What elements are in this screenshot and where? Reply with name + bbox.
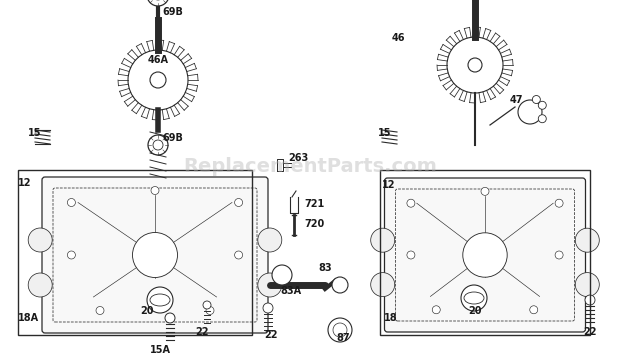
Circle shape: [328, 318, 352, 342]
Text: 12: 12: [18, 178, 32, 188]
Circle shape: [147, 0, 169, 6]
Text: 15: 15: [378, 128, 391, 138]
Text: 83A: 83A: [280, 286, 301, 296]
Text: 22: 22: [264, 330, 278, 340]
Circle shape: [151, 187, 159, 195]
Text: 22: 22: [583, 327, 596, 337]
Text: 47: 47: [510, 95, 523, 105]
Circle shape: [371, 273, 395, 297]
Circle shape: [529, 306, 538, 314]
Circle shape: [463, 233, 507, 277]
Text: 18A: 18A: [18, 313, 39, 323]
Circle shape: [272, 265, 292, 285]
Text: 20: 20: [140, 306, 154, 316]
Text: 15A: 15A: [150, 345, 171, 355]
Circle shape: [575, 228, 600, 252]
Circle shape: [538, 101, 546, 109]
Circle shape: [447, 37, 503, 93]
Circle shape: [468, 58, 482, 72]
Circle shape: [206, 306, 214, 314]
Circle shape: [28, 228, 52, 252]
Text: 83: 83: [318, 263, 332, 273]
Text: 721: 721: [304, 199, 324, 209]
Circle shape: [128, 50, 188, 110]
Text: 69B: 69B: [162, 7, 183, 17]
Circle shape: [332, 277, 348, 293]
Circle shape: [518, 100, 542, 124]
Circle shape: [234, 199, 242, 206]
Circle shape: [481, 187, 489, 195]
Bar: [18, 170, 252, 335]
Circle shape: [147, 287, 173, 313]
Circle shape: [538, 115, 546, 123]
Circle shape: [258, 228, 282, 252]
Text: 87: 87: [336, 333, 350, 343]
Circle shape: [555, 251, 563, 259]
Text: 18: 18: [384, 313, 397, 323]
Circle shape: [555, 199, 563, 207]
Circle shape: [407, 251, 415, 259]
Circle shape: [203, 301, 211, 309]
Circle shape: [407, 199, 415, 207]
Text: 12: 12: [382, 180, 396, 190]
FancyBboxPatch shape: [384, 178, 585, 332]
Circle shape: [585, 295, 595, 305]
Circle shape: [96, 306, 104, 314]
Circle shape: [234, 251, 242, 259]
Circle shape: [432, 306, 440, 314]
Circle shape: [461, 285, 487, 311]
Text: 15: 15: [28, 128, 42, 138]
Text: 69B: 69B: [162, 133, 183, 143]
Circle shape: [68, 251, 76, 259]
Circle shape: [533, 96, 541, 104]
Bar: [380, 170, 590, 335]
Circle shape: [133, 232, 177, 278]
Text: 46A: 46A: [148, 55, 169, 65]
Text: 20: 20: [468, 306, 482, 316]
Circle shape: [575, 273, 600, 297]
Circle shape: [28, 273, 52, 297]
FancyBboxPatch shape: [42, 177, 268, 333]
Text: ReplacementParts.com: ReplacementParts.com: [183, 157, 437, 175]
Circle shape: [258, 273, 282, 297]
Circle shape: [371, 228, 395, 252]
Circle shape: [148, 135, 168, 155]
Circle shape: [165, 313, 175, 323]
Circle shape: [150, 72, 166, 88]
Text: 720: 720: [304, 219, 324, 229]
Text: 263: 263: [288, 153, 308, 163]
Circle shape: [263, 303, 273, 313]
Text: 46: 46: [392, 33, 405, 43]
Circle shape: [68, 199, 76, 206]
Text: 22: 22: [195, 327, 208, 337]
